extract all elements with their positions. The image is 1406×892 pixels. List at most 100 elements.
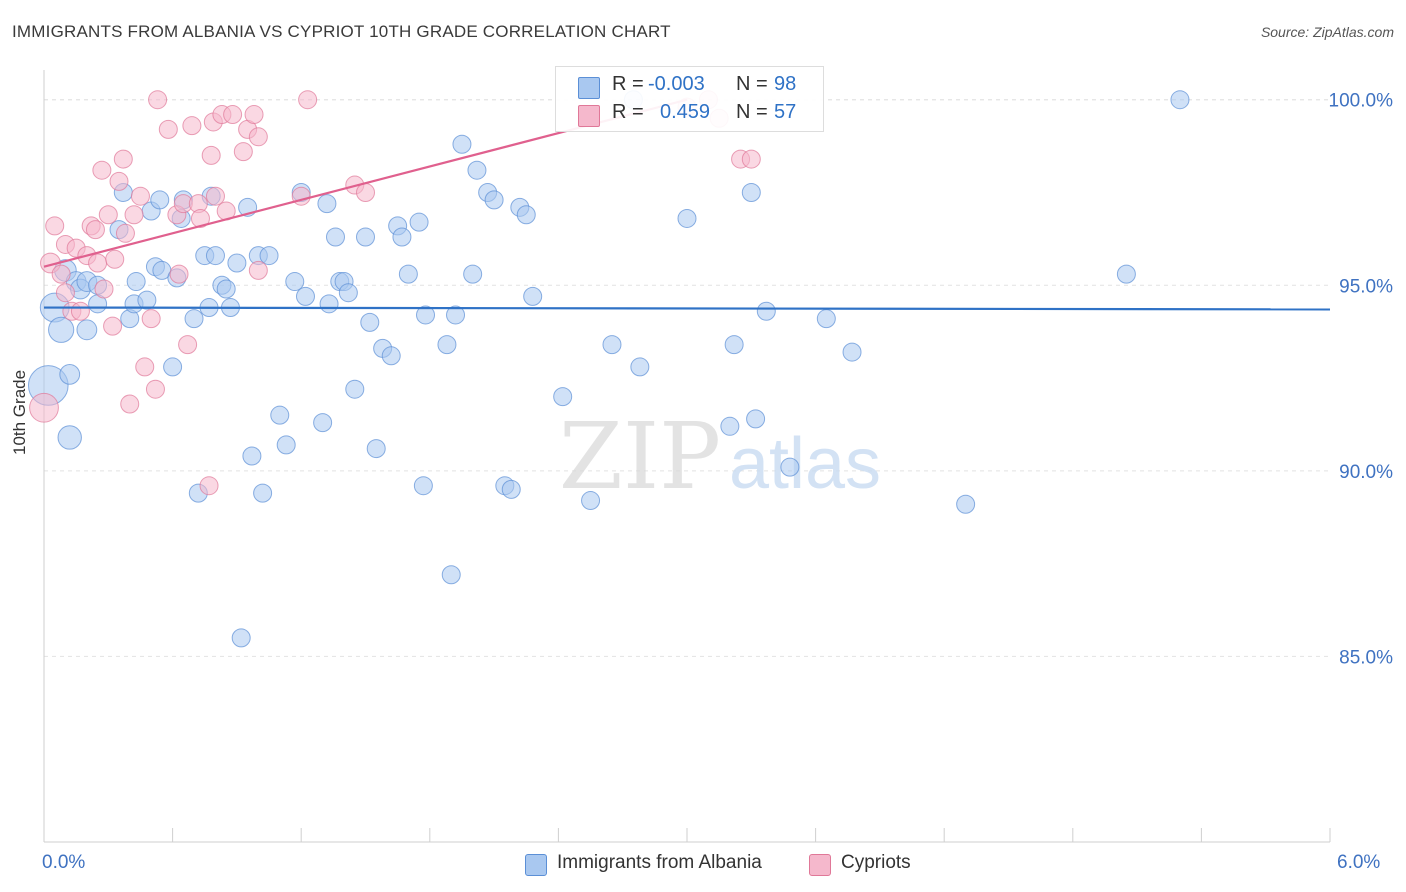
albania-point <box>756 301 776 321</box>
cypriot-point <box>113 149 133 169</box>
cypriot-point <box>70 301 90 321</box>
cypriot-point <box>124 205 144 225</box>
legend-n-label: N = <box>736 101 768 123</box>
source-label: Source: ZipAtlas.com <box>1260 24 1394 40</box>
albania-point <box>437 335 457 355</box>
x-tick-label-min: 0.0% <box>42 852 86 873</box>
albania-point <box>76 319 98 341</box>
y-tick-label: 90.0% <box>1339 462 1393 483</box>
albania-point <box>381 346 401 366</box>
cypriot-point <box>223 105 243 125</box>
albania-point <box>553 387 573 407</box>
albania-point <box>184 309 204 329</box>
albania-point <box>356 227 375 247</box>
cypriot-point <box>356 182 375 202</box>
cypriot-point <box>199 476 219 496</box>
bottom-legend-label: Immigrants from Albania <box>557 852 762 873</box>
albania-point <box>467 160 487 180</box>
legend-n-value: 98 <box>774 73 797 95</box>
legend-n-label: N = <box>736 73 768 95</box>
cypriot-point <box>85 220 105 240</box>
albania-point <box>501 479 521 499</box>
albania-point <box>57 425 82 450</box>
albania-point <box>720 416 740 436</box>
cypriot-point <box>109 171 129 191</box>
chart-title: IMMIGRANTS FROM ALBANIA VS CYPRIOT 10TH … <box>12 22 671 41</box>
legend-r-value: 0.459 <box>660 101 711 123</box>
albania-point <box>516 205 536 225</box>
legend-swatch-pink <box>578 105 600 127</box>
y-tick-label: 95.0% <box>1339 276 1393 297</box>
cypriot-point <box>29 392 59 423</box>
albania-point <box>270 405 290 425</box>
albania-point <box>253 483 273 503</box>
cypriot-point <box>182 116 202 136</box>
albania-point <box>366 439 386 459</box>
y-tick-label: 85.0% <box>1339 647 1393 668</box>
albania-point <box>150 190 170 210</box>
albania-point <box>842 342 862 362</box>
albania-point <box>413 476 433 496</box>
albania-point <box>398 264 418 284</box>
cypriot-point <box>130 186 150 206</box>
albania-point <box>1116 264 1136 284</box>
cypriot-point <box>298 90 318 110</box>
albania-point <box>227 253 247 273</box>
cypriot-point <box>148 90 168 110</box>
legend-row-cypriots: R = 0.459 N = 57 <box>556 101 823 129</box>
cypriot-point <box>244 105 264 125</box>
bottom-swatch-pink <box>809 854 831 876</box>
albania-point <box>276 435 296 455</box>
albania-point <box>317 194 337 214</box>
cypriot-point <box>141 309 161 329</box>
albania-point <box>416 305 436 325</box>
cypriot-point <box>88 253 108 273</box>
legend-n-value: 57 <box>774 101 797 123</box>
watermark-atlas: atlas <box>729 424 881 504</box>
cypriot-point <box>248 127 268 147</box>
albania-point <box>137 290 157 310</box>
albania-point <box>313 413 333 433</box>
albania-point <box>446 305 466 325</box>
albania-point <box>724 335 744 355</box>
albania-point <box>319 294 339 314</box>
albania-point <box>295 286 315 306</box>
correlation-legend: R = -0.003 N = 98 R = 0.459 N = 57 <box>555 66 824 132</box>
albania-point <box>1170 90 1190 110</box>
bottom-swatch-blue <box>525 854 547 876</box>
cypriot-point <box>201 145 221 165</box>
albania-point <box>242 446 262 466</box>
albania-point <box>630 357 650 377</box>
cypriot-point <box>98 205 118 225</box>
cypriot-point <box>145 379 165 399</box>
albania-point <box>677 208 697 228</box>
albania-point <box>231 628 251 648</box>
albania-point <box>816 309 836 329</box>
cypriot-point <box>190 208 210 228</box>
albania-point <box>409 212 429 232</box>
albania-point <box>285 272 305 292</box>
albania-point <box>259 246 279 266</box>
y-axis-label: 10th Grade <box>10 369 29 455</box>
albania-point <box>741 182 761 202</box>
albania-point <box>48 316 75 343</box>
albania-point <box>484 190 504 210</box>
albania-point <box>392 227 412 247</box>
watermark-zip: ZIP <box>559 403 721 510</box>
albania-point <box>360 312 380 332</box>
cypriot-point <box>51 264 71 284</box>
cypriot-point <box>233 142 253 162</box>
cypriot-point <box>55 283 75 303</box>
cypriot-point <box>103 316 123 336</box>
albania-point <box>163 357 183 377</box>
legend-swatch-blue <box>578 77 600 99</box>
cypriot-point <box>94 279 114 299</box>
albania-point <box>205 246 225 266</box>
cypriot-point <box>178 335 198 355</box>
albania-point <box>441 565 461 585</box>
albania-point <box>746 409 766 429</box>
albania-point <box>338 283 358 303</box>
cypriot-point <box>92 160 112 180</box>
cypriot-point <box>205 186 225 206</box>
